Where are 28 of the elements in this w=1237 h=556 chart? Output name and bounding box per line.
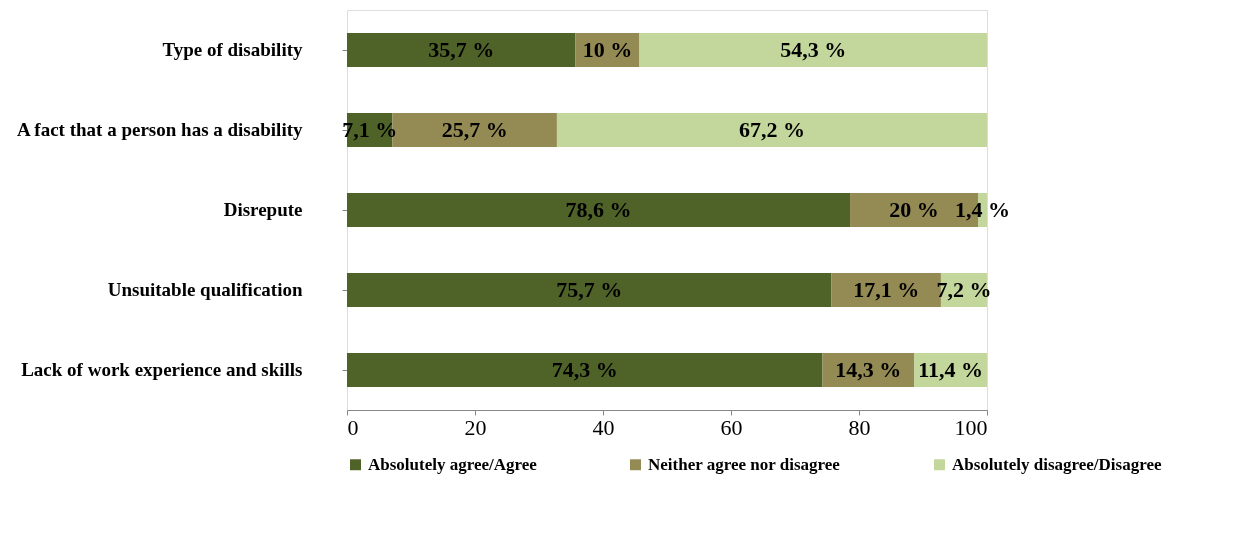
data-label: 25,7 % [441,117,508,142]
x-tick-label: 100 [954,414,988,440]
data-label: 54,3 % [780,37,847,62]
data-label: 1,4 % [955,197,1011,222]
data-label: 20 % [889,197,939,222]
data-label: 75,7 % [556,277,623,302]
x-tick-label: 0 [347,414,359,440]
data-label: 78,6 % [565,197,632,222]
legend-label: Neither agree nor disagree [648,454,841,474]
data-label: 74,3 % [551,357,618,382]
y-tick-label: Unsuitable qualification [107,279,303,300]
data-label: 11,4 % [918,357,983,382]
y-tick-label: Type of disability [162,39,303,60]
legend-label: Absolutely agree/Agree [368,454,538,474]
data-label: 17,1 % [853,277,920,302]
x-tick-label: 20 [464,414,487,440]
data-label: 35,7 % [428,37,495,62]
data-label: 67,2 % [738,117,805,142]
y-tick-label: Lack of work experience and skills [21,359,303,380]
y-tick-label: A fact that a person has a disability [16,119,303,140]
x-tick-label: 60 [720,414,743,440]
data-label: 10 % [582,37,633,62]
data-label: 7,2 % [936,277,992,302]
legend-label: Absolutely disagree/Disagree [952,454,1162,474]
x-tick-label: 40 [592,414,615,440]
data-label: 14,3 % [835,357,902,382]
y-tick-label: Disrepute [223,199,303,220]
x-tick-label: 80 [848,414,871,440]
